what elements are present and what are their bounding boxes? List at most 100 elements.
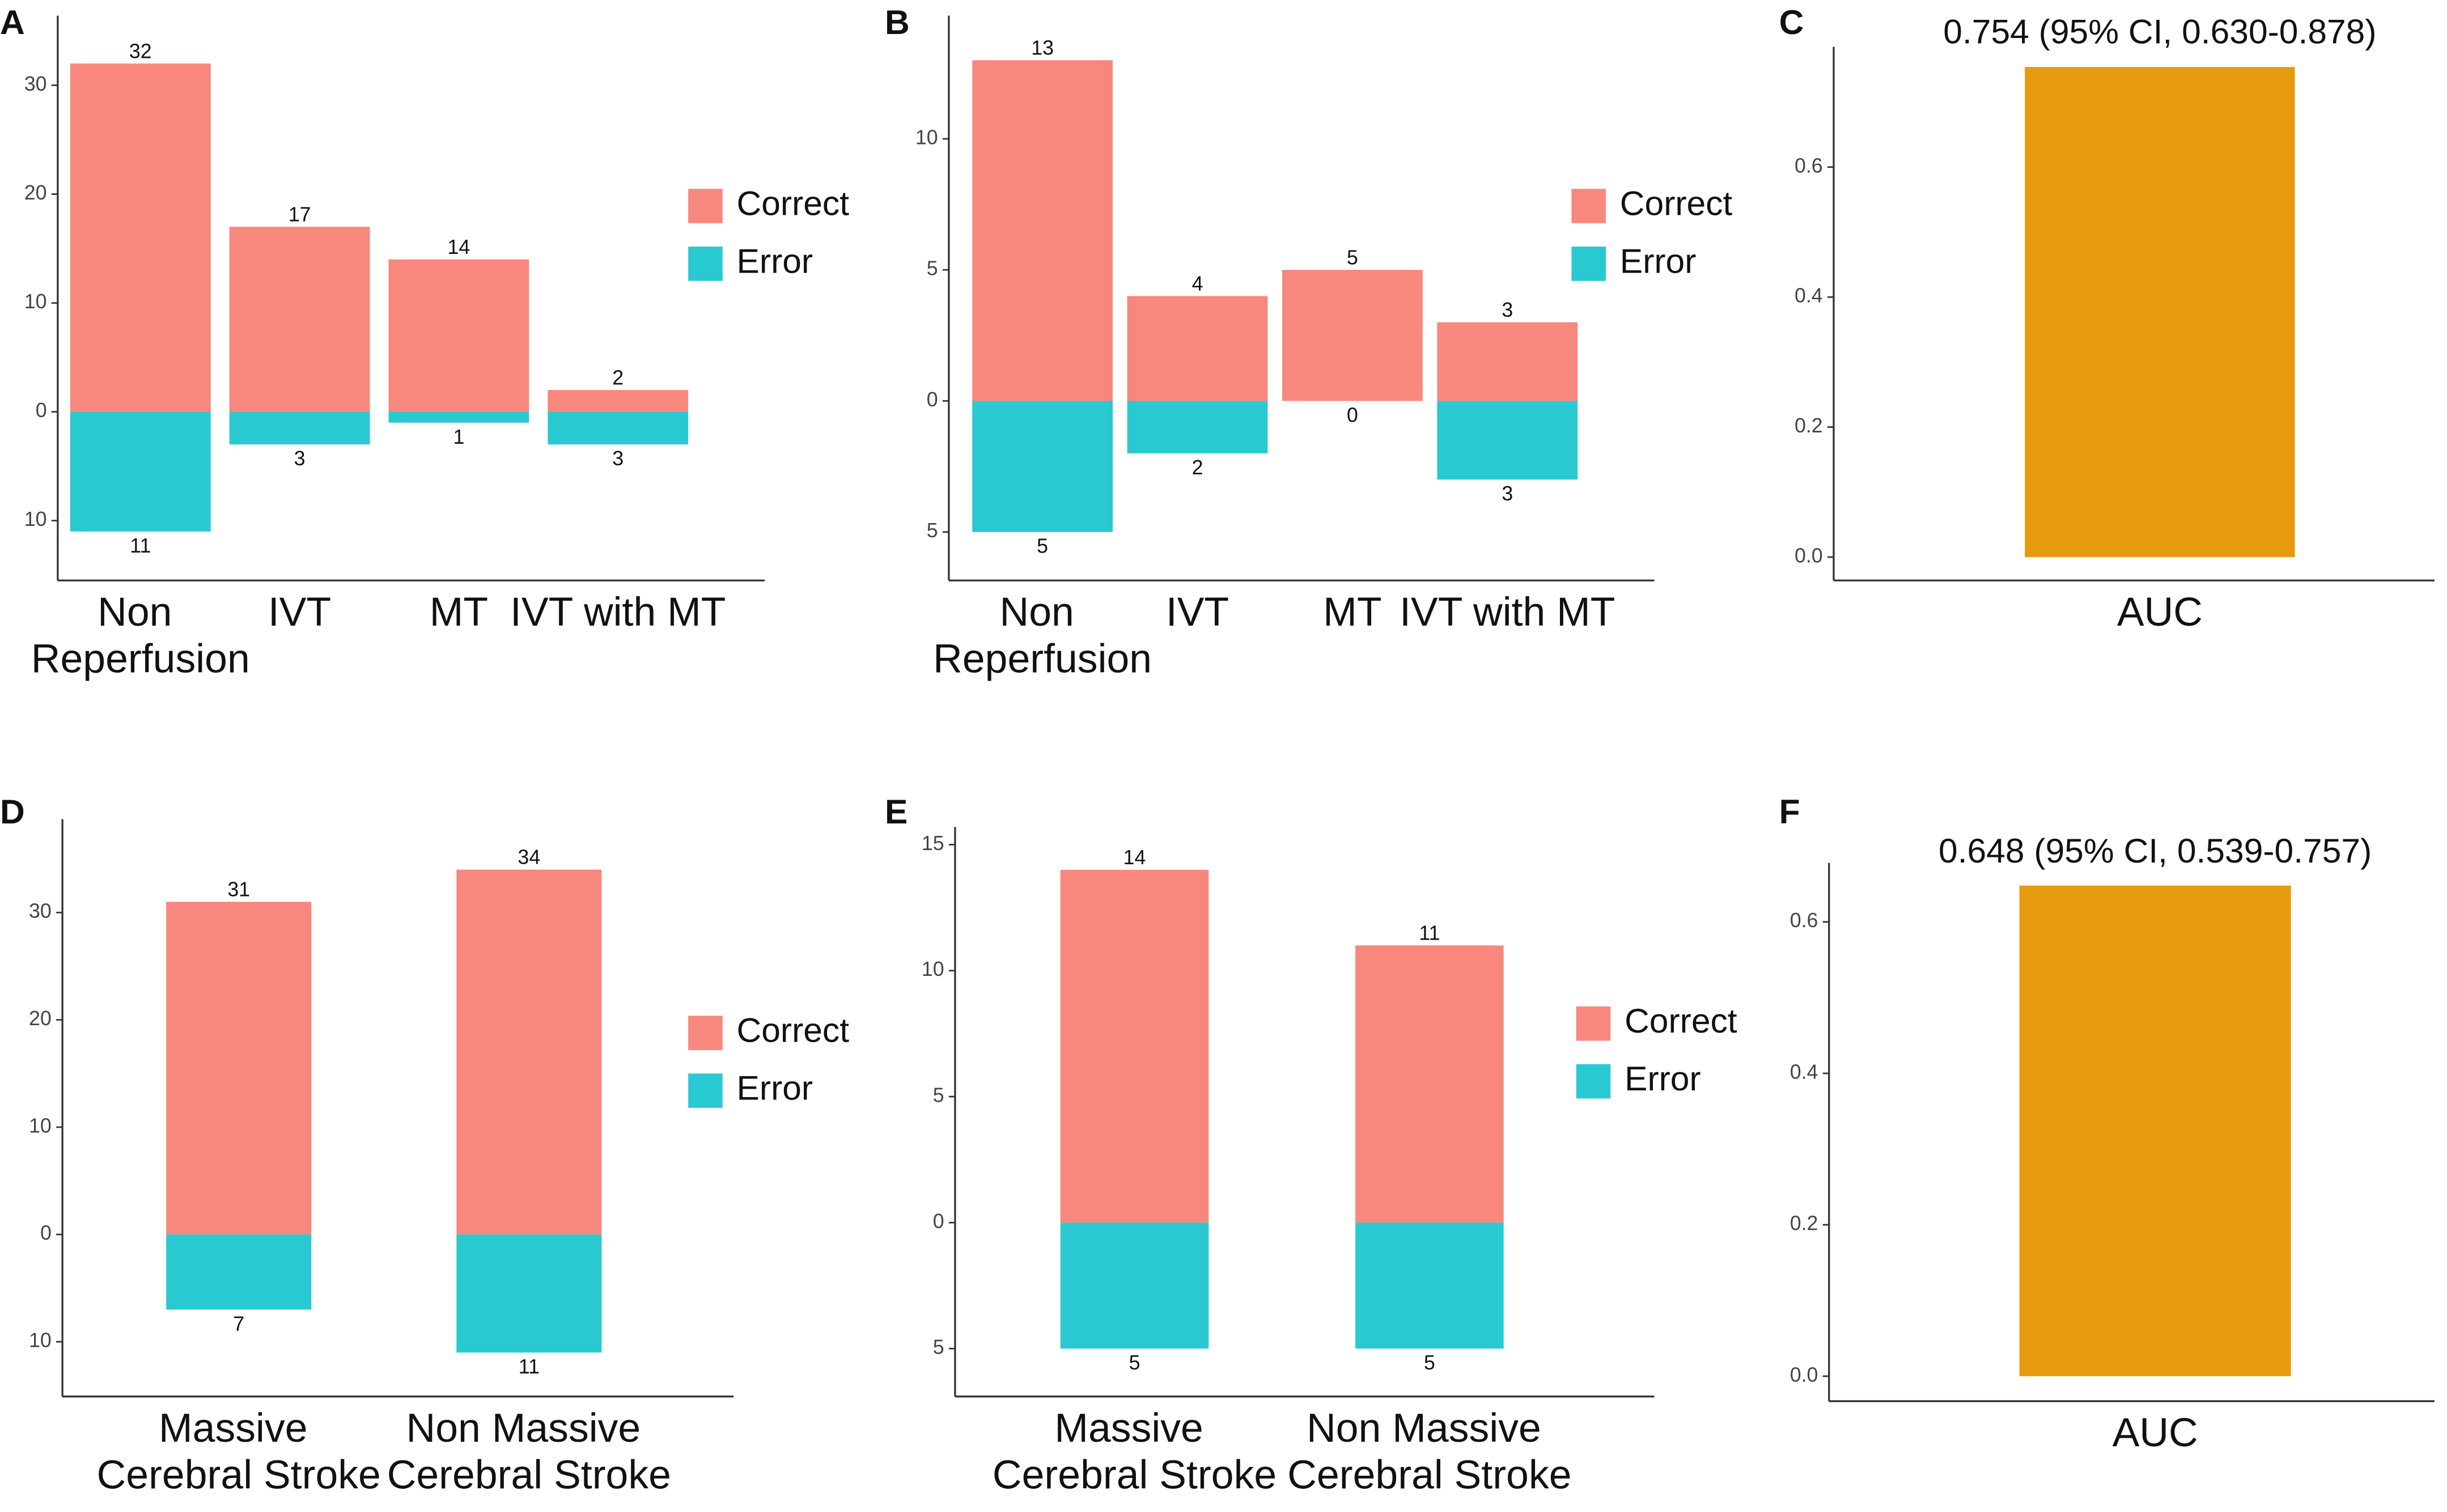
legend-label: Correct [737,184,850,223]
value-label: 34 [518,846,540,869]
y-tick-label: 10 [24,508,47,530]
value-label: 14 [1123,846,1146,869]
bar [229,411,370,445]
bar [1282,270,1423,401]
x-tick-label: Non Reperfusion [933,589,1152,682]
y-tick-label: 10 [922,958,944,980]
legend-label: Error [1620,241,1697,280]
value-label: 3 [612,447,624,470]
legend-swatch [688,189,723,223]
bar [388,411,529,423]
panel-label: C [1779,3,1804,41]
y-tick-label: 0 [927,388,938,411]
bar [1437,322,1578,401]
bar [229,227,370,412]
y-tick-label: 10 [915,126,938,148]
y-tick-label: 0.4 [1795,284,1823,307]
legend-label: Correct [1620,184,1733,223]
bar [456,869,602,1235]
value-label: 14 [448,236,470,258]
annotation: 0.648 (95% CI, 0.539-0.757) [1939,831,2372,870]
x-tick-label: AUC [2117,589,2203,635]
bar [1127,401,1268,453]
y-tick-label: 0.0 [1795,544,1823,567]
value-label: 11 [130,534,151,557]
value-label: 3 [294,447,306,470]
legend-swatch [1571,189,1606,223]
x-tick-label: Non Reperfusion [31,589,250,682]
y-tick-label: 0.0 [1790,1364,1818,1386]
legend-swatch [1576,1006,1611,1041]
value-label: 11 [1419,921,1440,944]
value-label: 31 [227,878,250,901]
y-tick-label: 5 [927,257,938,280]
value-label: 5 [1347,246,1358,269]
bar [1060,869,1209,1223]
legend-label: Error [737,1069,813,1107]
bar [548,390,689,412]
x-tick-label: Massive Cerebral Stroke [993,1405,1276,1498]
y-tick-label: 30 [24,73,47,95]
bar [548,411,689,445]
bar [1355,945,1504,1223]
y-tick-label: 0 [40,1222,52,1245]
bar [388,259,529,412]
bar [2019,885,2291,1377]
x-tick-label: IVT with MT [510,589,726,635]
y-tick-label: 20 [29,1007,52,1030]
bar [2025,67,2295,557]
bar [972,60,1113,401]
x-tick-label: MT [1323,589,1381,635]
y-tick-label: 20 [24,181,47,204]
y-tick-label: 0.6 [1795,154,1823,177]
value-label: 1 [453,426,464,448]
value-label: 0 [1347,404,1358,426]
value-label: 32 [129,40,152,62]
panel-label: A [0,3,25,41]
annotation: 0.754 (95% CI, 0.630-0.878) [1943,12,2376,51]
y-tick-label: 10 [29,1329,52,1352]
legend-swatch [688,1073,723,1108]
x-tick-label: MT [430,589,488,635]
legend-swatch [688,247,723,281]
y-tick-label: 0 [36,399,47,422]
bar [972,401,1113,532]
value-label: 5 [1129,1352,1140,1374]
y-tick-label: 0.2 [1795,414,1823,437]
x-tick-label: IVT with MT [1400,589,1615,635]
panel-label: E [885,792,907,831]
bar [1437,401,1578,480]
value-label: 4 [1192,273,1203,295]
value-label: 5 [1424,1352,1435,1374]
x-tick-label: Non Massive Cerebral Stroke [1287,1405,1571,1498]
y-tick-label: 30 [29,900,52,923]
bar [166,902,312,1235]
legend-swatch [1576,1064,1611,1099]
value-label: 2 [612,366,624,389]
bar [70,63,211,412]
legend-label: Correct [737,1011,850,1050]
value-label: 3 [1502,299,1513,321]
bar [70,411,211,532]
legend-label: Error [737,241,813,280]
legend-swatch [1571,247,1606,281]
value-label: 2 [1192,456,1203,479]
x-tick-label: AUC [2113,1410,2198,1455]
y-tick-label: 0.2 [1790,1212,1818,1235]
bar [166,1234,312,1310]
y-tick-label: 5 [933,1336,944,1358]
y-tick-label: 0.4 [1790,1060,1818,1083]
value-label: 5 [1037,535,1048,558]
bar [1355,1222,1504,1349]
legend-swatch [688,1016,723,1050]
y-tick-label: 0 [933,1210,944,1233]
y-tick-label: 5 [927,519,938,542]
value-label: 17 [289,203,311,226]
x-tick-label: Massive Cerebral Stroke [97,1405,381,1498]
y-tick-label: 5 [933,1084,944,1107]
x-tick-label: IVT [1166,589,1229,635]
legend-label: Error [1625,1059,1701,1098]
y-tick-label: 0.6 [1790,909,1818,932]
